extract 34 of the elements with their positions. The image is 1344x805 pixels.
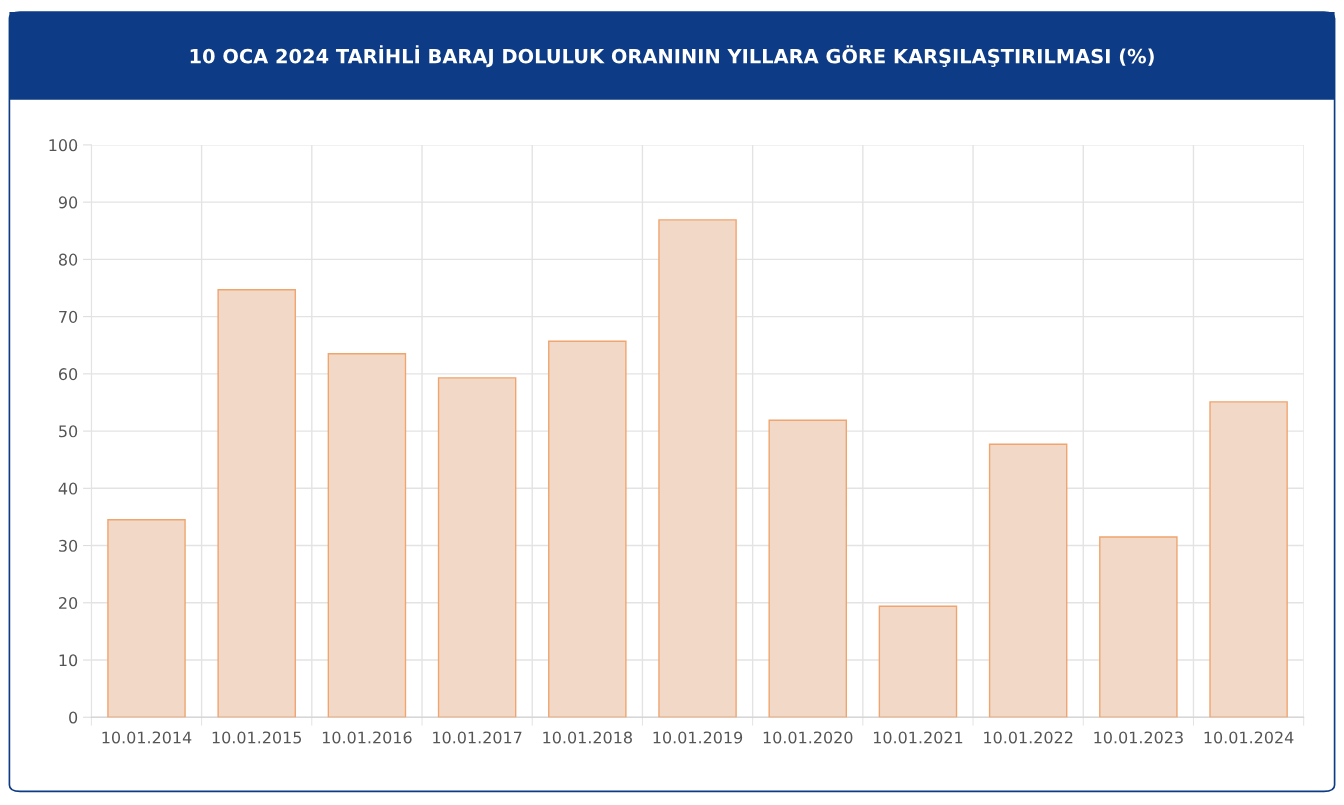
y-tick-label: 100 <box>49 139 78 152</box>
y-tick-label: 10 <box>59 654 78 667</box>
y-tick-label: 50 <box>59 425 78 438</box>
bar <box>768 419 848 718</box>
x-tick-label: 10.01.2015 <box>212 731 302 744</box>
x-tick-label: 10.01.2019 <box>653 731 743 744</box>
x-tick-label: 10.01.2021 <box>873 731 963 744</box>
y-tick-label: 70 <box>59 310 78 323</box>
bar <box>217 289 296 718</box>
y-tick-label: 80 <box>58 253 78 266</box>
x-tick-label: 10.01.2016 <box>322 731 412 744</box>
y-tick-label: 0 <box>69 711 78 724</box>
y-tick-label: 40 <box>58 482 78 495</box>
x-tick-label: 10.01.2017 <box>433 731 522 744</box>
bar <box>437 377 517 718</box>
y-tick-label: 60 <box>58 368 78 381</box>
y-tick-label: 30 <box>59 539 78 552</box>
bar <box>548 340 627 718</box>
x-tick-label: 10.01.2018 <box>543 731 632 744</box>
x-tick-label: 10.01.2024 <box>1204 731 1294 744</box>
bar <box>1099 536 1178 718</box>
x-tick-label: 10.01.2023 <box>1094 731 1183 744</box>
bar <box>1209 401 1288 718</box>
bar <box>107 519 186 718</box>
chart-title: 10 OCA 2024 TARİHLİ BARAJ DOLULUK ORANININ YILLARA GÖRE KARŞILAŞTIRILMASI (%) <box>190 45 1154 68</box>
y-tick-label: 20 <box>59 597 78 610</box>
bar <box>878 605 958 718</box>
x-tick-label: 10.01.2020 <box>763 731 853 744</box>
y-tick-label: 90 <box>58 196 78 209</box>
bar <box>327 353 407 718</box>
bar <box>988 443 1068 718</box>
x-tick-label: 10.01.2022 <box>984 731 1073 744</box>
bar <box>658 219 737 718</box>
x-tick-label: 10.01.2014 <box>102 731 192 744</box>
